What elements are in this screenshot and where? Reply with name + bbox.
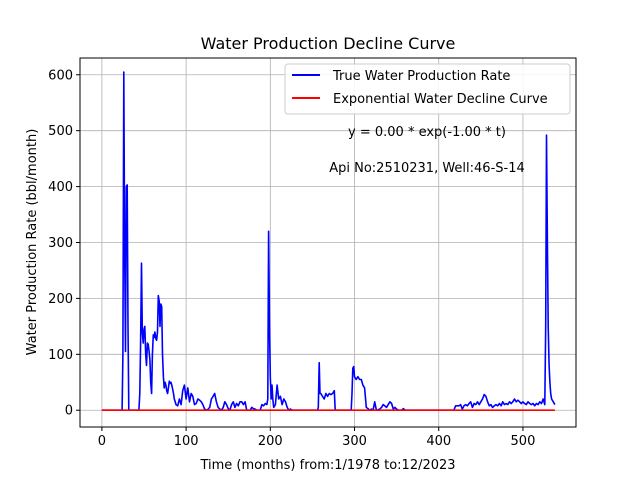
y-tick-label: 100 <box>48 348 73 363</box>
y-tick-label: 0 <box>65 404 73 419</box>
chart-title: Water Production Decline Curve <box>201 34 456 53</box>
well-annotation: Api No:2510231, Well:46-S-14 <box>329 161 525 176</box>
x-tick-label: 0 <box>98 434 106 449</box>
x-tick-label: 200 <box>258 434 283 449</box>
x-tick-label: 300 <box>342 434 367 449</box>
y-tick-label: 200 <box>48 292 73 307</box>
legend: True Water Production Rate Exponential W… <box>284 63 571 115</box>
y-tick-label: 400 <box>48 180 73 195</box>
x-tick-label: 400 <box>426 434 451 449</box>
legend-label-exponential-curve: Exponential Water Decline Curve <box>333 92 548 107</box>
y-axis-label: Water Production Rate (bbl/month) <box>25 129 40 356</box>
y-tick-label: 600 <box>48 68 73 83</box>
x-axis-label: Time (months) from:1/1978 to:12/2023 <box>199 458 455 473</box>
x-tick-label: 100 <box>174 434 199 449</box>
y-tick-label: 500 <box>48 124 73 139</box>
true-water-production-rate-line <box>101 71 556 412</box>
series-layer <box>101 71 556 412</box>
legend-box <box>284 63 571 115</box>
x-tick-label: 500 <box>511 434 536 449</box>
y-tick-label: 300 <box>48 236 73 251</box>
legend-label-true-rate: True Water Production Rate <box>332 69 510 84</box>
axis-ticks: 0 100 200 300 400 500 0 100 200 300 400 500 600 <box>48 68 535 449</box>
equation-annotation: y = 0.00 * exp(-1.00 * t) <box>348 125 506 140</box>
